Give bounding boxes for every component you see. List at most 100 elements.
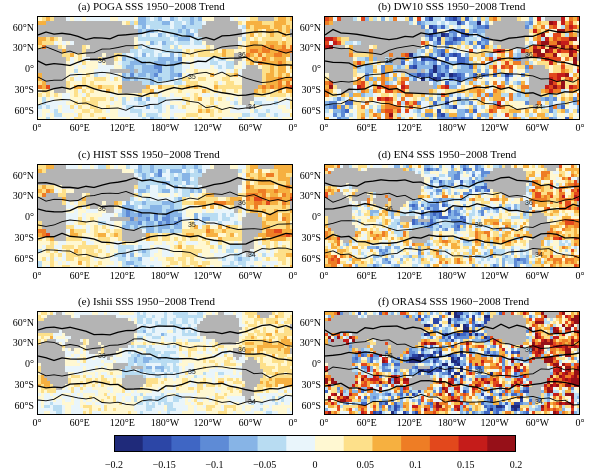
contour-line bbox=[38, 338, 292, 351]
lat-label: 60°S bbox=[14, 105, 34, 117]
lon-label: 120°E bbox=[396, 418, 422, 429]
sss-trend-field-c bbox=[38, 165, 292, 267]
lon-label: 60°E bbox=[69, 123, 90, 134]
lon-label: 120°E bbox=[109, 123, 135, 134]
lat-label: 0° bbox=[25, 212, 34, 224]
lat-label: 30°S bbox=[301, 84, 321, 96]
lat-label: 30°N bbox=[12, 338, 34, 350]
contour-line bbox=[38, 394, 292, 406]
lon-label: 180°W bbox=[150, 123, 180, 134]
lon-label: 60°E bbox=[356, 418, 377, 429]
contour-line bbox=[325, 98, 579, 110]
lon-label: 120°W bbox=[193, 271, 222, 282]
panel-title-d: (d) EN4 SSS 1950−2008 Trend bbox=[378, 149, 517, 161]
contour-line bbox=[325, 56, 579, 68]
contour-line bbox=[38, 54, 292, 67]
contour-line bbox=[38, 177, 292, 190]
lon-label: 120°W bbox=[193, 123, 222, 134]
contour-line bbox=[325, 351, 579, 363]
colorbar-tick-label: −0.2 bbox=[104, 460, 124, 471]
lon-label: 60°W bbox=[238, 418, 263, 429]
contour-label: 35 bbox=[475, 74, 483, 81]
contour-label: 34 bbox=[248, 104, 256, 111]
contour-label: 36 bbox=[238, 200, 246, 207]
contour-line bbox=[325, 44, 579, 55]
colorbar-tick-label: 0 bbox=[312, 460, 318, 471]
colorbar-swatch bbox=[114, 435, 144, 452]
salinity-contours-f bbox=[325, 323, 579, 407]
colorbar-tick-label: 0.05 bbox=[356, 460, 375, 471]
contour-line bbox=[38, 84, 292, 97]
contour-label: 36 bbox=[525, 347, 533, 354]
colorbar bbox=[114, 435, 516, 452]
lon-label: 120°E bbox=[396, 123, 422, 134]
lon-label: 120°W bbox=[480, 418, 509, 429]
contour-line bbox=[325, 176, 579, 189]
lat-label: 30°N bbox=[299, 43, 321, 55]
contour-label: 36 bbox=[525, 52, 533, 59]
contour-label: 36 bbox=[98, 58, 106, 65]
contour-line bbox=[325, 247, 579, 259]
salinity-contours-a bbox=[38, 29, 292, 111]
lat-label: 0° bbox=[312, 212, 321, 224]
lat-label: 30°S bbox=[301, 232, 321, 244]
contour-line bbox=[325, 366, 579, 378]
lon-label: 60°W bbox=[525, 123, 550, 134]
contour-line bbox=[325, 323, 579, 337]
salinity-contours-c bbox=[38, 177, 292, 259]
colorbar-swatch bbox=[429, 435, 460, 452]
contour-line bbox=[325, 84, 579, 97]
lat-label: 60°N bbox=[299, 22, 321, 34]
lon-label: 60°E bbox=[356, 123, 377, 134]
colorbar-swatch bbox=[487, 435, 516, 452]
lon-label: 180°W bbox=[437, 123, 467, 134]
contour-line bbox=[325, 379, 579, 393]
lat-label: 60°N bbox=[299, 170, 321, 182]
contour-line bbox=[325, 393, 579, 407]
contour-line bbox=[38, 324, 292, 336]
lon-label: 180°W bbox=[437, 418, 467, 429]
lat-label: 30°S bbox=[14, 379, 34, 391]
lon-label: 0° bbox=[319, 123, 329, 134]
panel-title-b: (b) DW10 SSS 1950−2008 Trend bbox=[378, 1, 526, 13]
contour-line bbox=[325, 202, 579, 215]
contour-label: 34 bbox=[535, 399, 543, 406]
lon-label: 120°W bbox=[193, 418, 222, 429]
lon-label: 60°W bbox=[525, 271, 550, 282]
lon-label: 180°W bbox=[150, 418, 180, 429]
contour-label: 35 bbox=[188, 74, 196, 81]
lon-label: 120°W bbox=[480, 271, 509, 282]
salinity-contours-d bbox=[325, 176, 579, 259]
panel-title-a: (a) POGA SSS 1950−2008 Trend bbox=[78, 1, 225, 13]
lon-label: 60°E bbox=[69, 418, 90, 429]
salinity-contours-e bbox=[38, 324, 292, 406]
lat-label: 60°N bbox=[12, 170, 34, 182]
contour-line bbox=[325, 338, 579, 349]
lon-label: 0° bbox=[32, 271, 42, 282]
lat-label: 60°S bbox=[14, 253, 34, 265]
colorbar-swatch bbox=[372, 435, 402, 452]
contour-line bbox=[38, 366, 292, 379]
lat-label: 30°S bbox=[301, 379, 321, 391]
lon-label: 0° bbox=[575, 271, 585, 282]
lon-label: 0° bbox=[575, 123, 585, 134]
colorbar-tick-label: 0.1 bbox=[409, 460, 422, 471]
colorbar-tick-label: −0.05 bbox=[253, 460, 277, 471]
contour-label: 35 bbox=[475, 369, 483, 376]
contour-line bbox=[325, 70, 579, 84]
colorbar-tick-label: 0.2 bbox=[509, 460, 523, 471]
contour-label: 34 bbox=[248, 252, 256, 259]
contour-label: 36 bbox=[238, 347, 246, 354]
panel-title-f: (f) ORAS4 SSS 1960−2008 Trend bbox=[378, 296, 530, 308]
contour-line bbox=[325, 219, 579, 232]
contour-line bbox=[38, 191, 292, 203]
colorbar-swatch bbox=[200, 435, 230, 452]
salinity-contours-b bbox=[325, 28, 579, 110]
lon-label: 0° bbox=[32, 123, 42, 134]
contour-line bbox=[325, 28, 579, 42]
colorbar-border bbox=[114, 435, 516, 452]
lat-label: 60°N bbox=[12, 317, 34, 329]
lat-label: 30°S bbox=[14, 232, 34, 244]
lon-label: 180°W bbox=[150, 271, 180, 282]
lon-label: 0° bbox=[288, 123, 298, 134]
